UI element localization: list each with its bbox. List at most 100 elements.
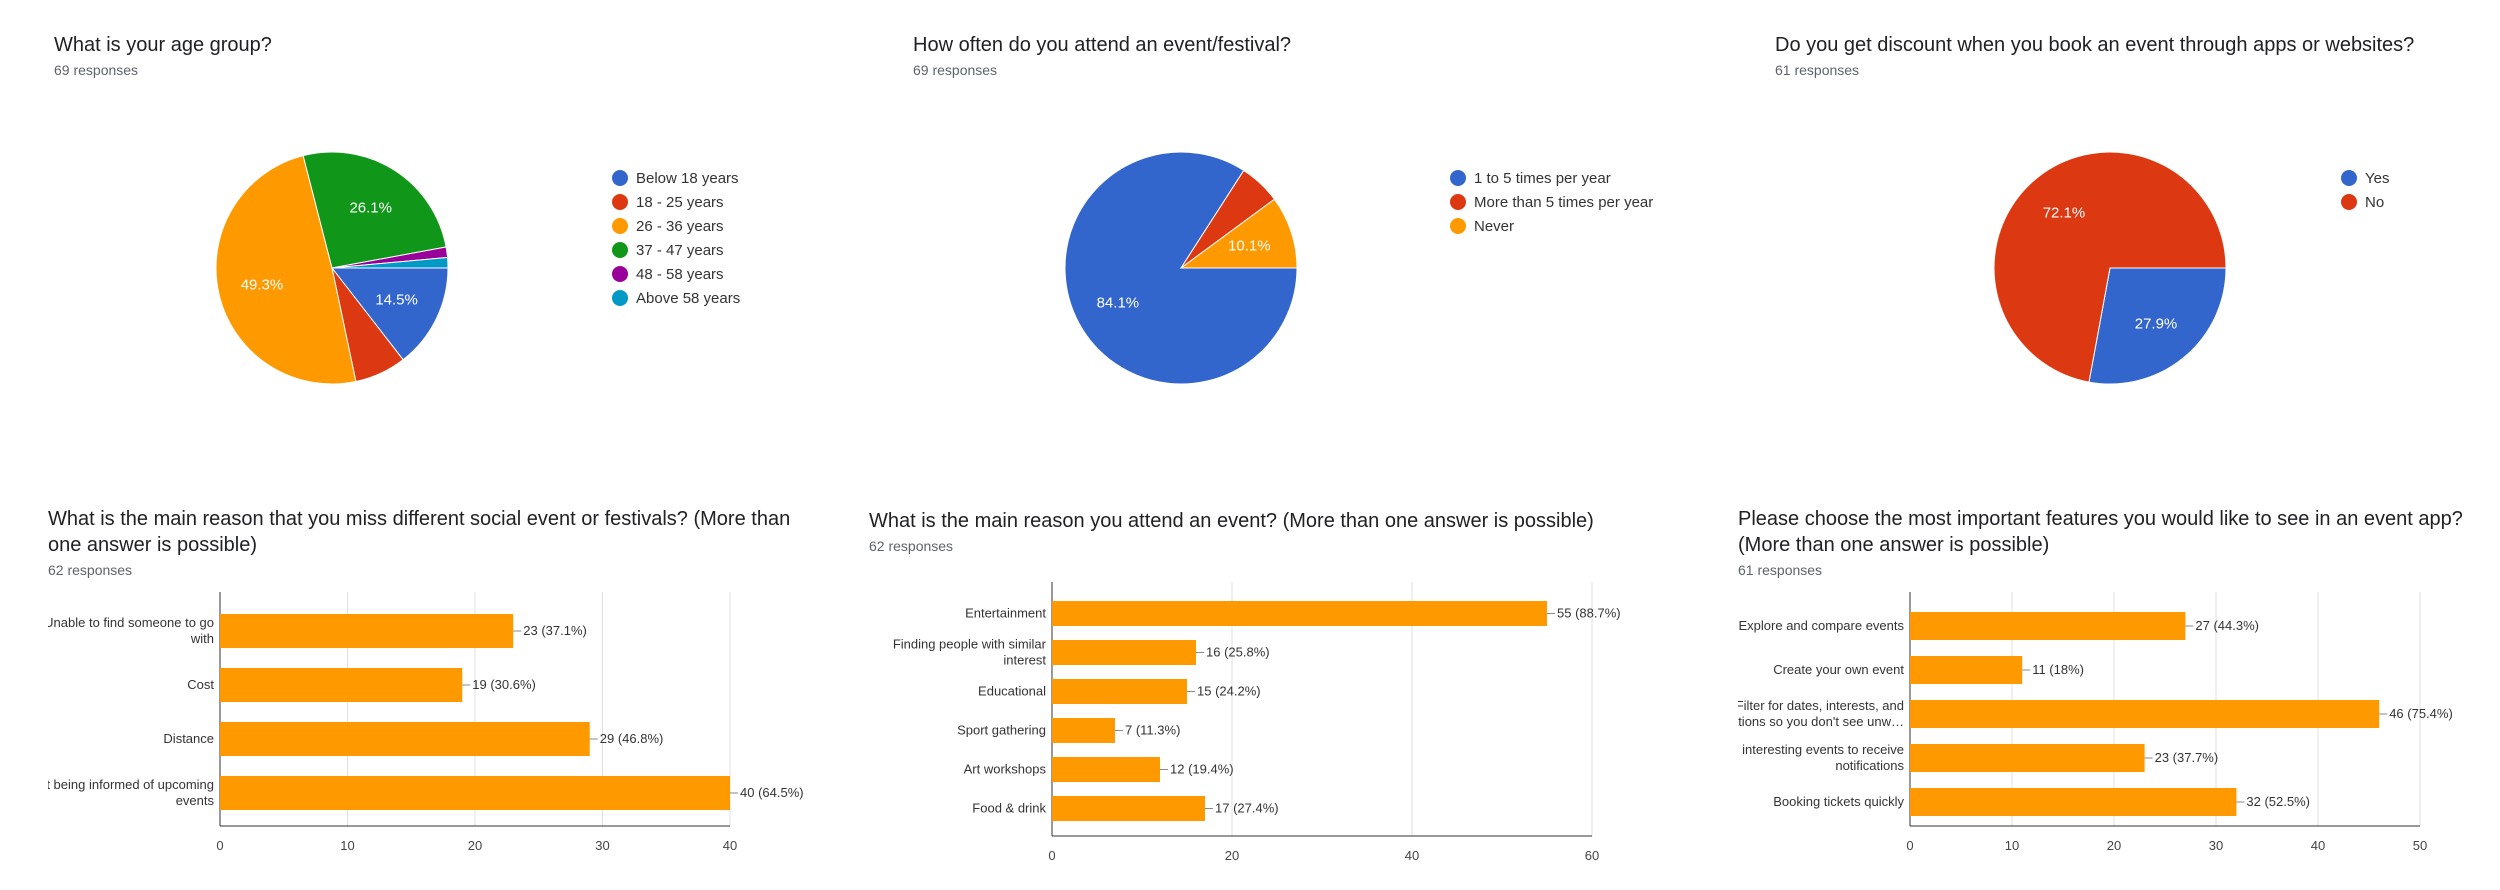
legend-swatch — [1450, 218, 1466, 234]
chart-title: Please choose the most important feature… — [1738, 508, 2463, 556]
bar — [1052, 640, 1196, 665]
category-label: Distance — [163, 731, 214, 746]
app-features-bar-chart: 0 10 20 30 40 50 27 (44.3%) Explore and compare… — [1738, 592, 2453, 853]
legend-label[interactable]: More than 5 times per year — [1474, 194, 1653, 211]
response-count: 61 responses — [1738, 562, 1823, 578]
legend-label[interactable]: Yes — [2365, 170, 2389, 187]
category-label: Educational — [978, 684, 1046, 699]
bar — [1052, 718, 1115, 743]
category-label: Art workshops — [964, 762, 1047, 777]
bar-value-label: 29 (46.8%) — [600, 731, 664, 746]
pie-slice — [1993, 151, 2227, 383]
legend-label[interactable]: No — [2365, 194, 2384, 211]
bar-value-label: 12 (19.4%) — [1170, 762, 1234, 777]
bar — [1910, 700, 2380, 728]
bar-value-label: 7 (11.3%) — [1125, 723, 1180, 738]
category-label: Filter for dates, interests, and — [1738, 698, 1904, 713]
x-tick-label: 40 — [1405, 848, 1419, 863]
legend-swatch — [612, 242, 628, 258]
legend-swatch — [612, 290, 628, 306]
x-tick-label: 40 — [2311, 838, 2325, 853]
legend-swatch — [1450, 194, 1466, 210]
legend-swatch — [2341, 194, 2357, 210]
legend-label[interactable]: 48 - 58 years — [636, 266, 724, 283]
response-count: 62 responses — [869, 538, 954, 554]
bar — [1910, 788, 2237, 816]
legend-label[interactable]: 37 - 47 years — [636, 242, 724, 259]
legend-swatch — [612, 170, 628, 186]
age-group-panel: What is your age group? 69 responses 14.… — [54, 32, 814, 392]
chart-title: What is your age group? — [54, 34, 272, 56]
legend-label[interactable]: Below 18 years — [636, 170, 739, 187]
category-label: Sport gathering — [957, 723, 1046, 738]
x-tick-label: 20 — [1225, 848, 1239, 863]
legend-label[interactable]: 18 - 25 years — [636, 194, 724, 211]
slice-percent-label: 72.1% — [2043, 205, 2086, 222]
bar-value-label: 40 (64.5%) — [740, 785, 804, 800]
legend-label[interactable]: Above 58 years — [636, 290, 740, 307]
miss-events-bar-chart: 0 10 20 30 40 23 (37.1%) Unable to find someon… — [48, 592, 804, 853]
x-tick-label: 20 — [468, 838, 482, 853]
bar-value-label: 32 (52.5%) — [2246, 794, 2310, 809]
legend-swatch — [1450, 170, 1466, 186]
slice-percent-label: 14.5% — [375, 292, 418, 309]
pie-slice — [1179, 198, 1298, 269]
x-tick-label: 30 — [595, 838, 609, 853]
attendance-frequency-pie-chart: 84.1% 1 to 5 times per year More than 5 ti… — [1064, 151, 1653, 385]
legend-swatch — [2341, 170, 2357, 186]
bar-value-label: 16 (25.8%) — [1206, 645, 1270, 660]
bar — [1910, 612, 2186, 640]
category-label: Entertainment — [965, 606, 1046, 621]
legend-swatch — [612, 218, 628, 234]
bar — [1052, 601, 1547, 626]
slice-percent-label: 49.3% — [241, 276, 284, 293]
response-count: 69 responses — [54, 62, 139, 78]
response-count: 69 responses — [913, 62, 998, 78]
slice-percent-label: 10.1% — [1228, 238, 1271, 255]
category-label: interest — [1003, 653, 1046, 668]
bar — [220, 776, 730, 810]
discount-panel: Do you get discount when you book an eve… — [1775, 32, 2495, 392]
bar-value-label: 17 (27.4%) — [1215, 801, 1279, 816]
age-group-pie-chart: 14.5% Below 18 years 18 - 25 years 49.3% 26 … — [215, 151, 740, 385]
pie-slice — [331, 256, 449, 269]
legend-swatch — [612, 266, 628, 282]
category-label: Booking tickets quickly — [1773, 794, 1904, 809]
bar-value-label: 27 (44.3%) — [2195, 618, 2259, 633]
attend-reason-bar-chart: 0 20 40 60 55 (88.7%) Entertainment 16 (25.8%)… — [893, 582, 1621, 863]
legend-label[interactable]: Never — [1474, 218, 1514, 235]
chart-title: What is the main reason that you miss di… — [48, 508, 791, 556]
x-tick-label: 30 — [2209, 838, 2223, 853]
legend-swatch — [612, 194, 628, 210]
response-count: 62 responses — [48, 562, 133, 578]
legend-label[interactable]: 1 to 5 times per year — [1474, 170, 1611, 187]
category-label: with — [190, 631, 214, 646]
response-count: 61 responses — [1775, 62, 1860, 78]
x-tick-label: 40 — [723, 838, 737, 853]
bar-value-label: 15 (24.2%) — [1197, 684, 1261, 699]
attendance-frequency-panel: How often do you attend an event/festiva… — [913, 32, 1673, 392]
legend-label[interactable]: 26 - 36 years — [636, 218, 724, 235]
pie-slice — [302, 151, 447, 269]
category-label: Unable to find someone to go — [48, 615, 214, 630]
x-tick-label: 0 — [216, 838, 223, 853]
category-label: Finding people with similar — [893, 637, 1047, 652]
bar-value-label: 23 (37.1%) — [523, 623, 587, 638]
bar — [1910, 656, 2023, 684]
x-tick-label: 0 — [1048, 848, 1055, 863]
bar-value-label: 23 (37.7%) — [2155, 750, 2219, 765]
category-label: Create your own event — [1773, 662, 1904, 677]
category-label: Not being informed of upcoming — [48, 777, 214, 792]
category-label: Cost — [187, 677, 214, 692]
x-tick-label: 10 — [340, 838, 354, 853]
bar-value-label: 11 (18%) — [2032, 662, 2084, 677]
x-tick-label: 50 — [2413, 838, 2427, 853]
discount-pie-chart: 27.9% Yes 72.1% No — [1993, 151, 2389, 385]
bar — [1910, 744, 2145, 772]
bar — [220, 614, 514, 648]
category-label: Explore and compare events — [1739, 618, 1905, 633]
category-label: Food & drink — [972, 801, 1046, 816]
slice-percent-label: 26.1% — [349, 199, 392, 216]
pie-slice — [330, 267, 449, 361]
bar-value-label: 19 (30.6%) — [472, 677, 536, 692]
